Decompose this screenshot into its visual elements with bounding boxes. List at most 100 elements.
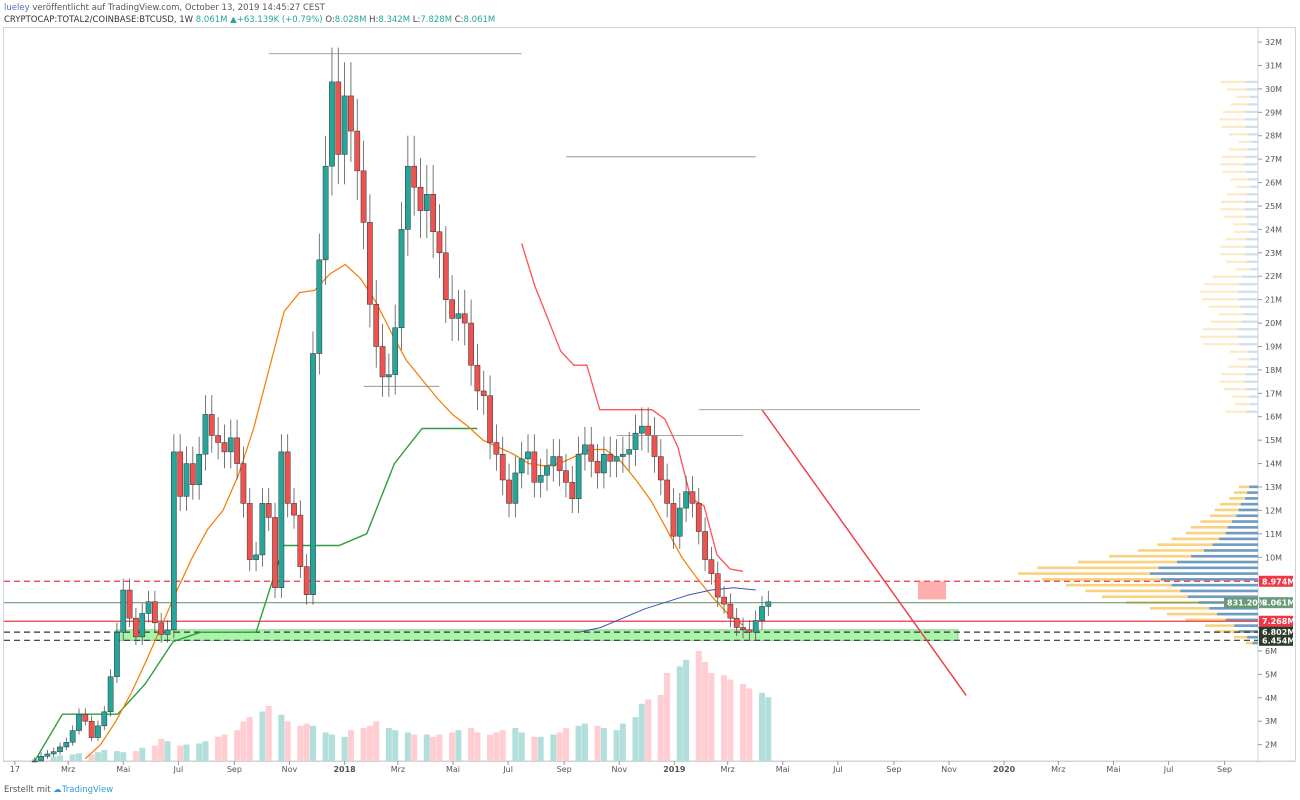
candle-body [518,458,525,474]
candle-body [411,165,418,188]
candle-body [133,617,139,638]
resistance-box [918,581,946,600]
price-label-box [1259,597,1293,609]
candle-body [455,313,462,319]
candle-body [645,425,652,436]
volume-profile-bar [1230,103,1258,106]
candle-body [265,503,272,518]
volume-bar [487,734,494,761]
volume-bar [183,744,190,761]
candle-body [303,566,310,595]
volume-profile-bar [1246,388,1258,391]
volume-profile-bar [1214,630,1258,633]
candle-body [594,460,601,474]
candle-body [683,491,689,509]
volume-profile-bar [1042,578,1258,581]
volume-profile-bar [1228,148,1258,151]
volume-profile-bar [1212,543,1258,546]
candle-body [708,559,715,574]
price-tick-label: 16M [1265,413,1282,422]
volume-bar [94,752,101,761]
volume-bar [740,684,747,761]
candle-body [316,259,323,354]
volume-profile-bar [1247,133,1258,136]
candle-body [556,456,563,471]
author-link[interactable]: lueley [4,3,30,13]
volume-profile-bar [1200,520,1258,523]
candle-body [101,711,108,727]
volume-profile-bar [1223,110,1258,114]
price-tick-label: 14M [1265,460,1282,469]
last-value: 8.061M [195,15,228,25]
time-tick-label: Sep [227,765,242,774]
volume-profile-bar [1248,395,1258,398]
volume-bar [550,734,557,761]
volume-bar [455,730,462,761]
volume-profile-bar [1228,133,1258,136]
volume-profile-bar [1210,320,1258,323]
volume-profile-bar [1244,253,1258,256]
green-trailing-line [34,427,478,762]
volume-profile-bar [1225,531,1258,535]
price-tick-label: 29M [1265,108,1282,117]
volume-profile-bar [1237,335,1258,338]
volume-profile-bar [1238,140,1258,143]
volume-bar [759,692,766,761]
candle-body [329,81,335,167]
candle-body [695,503,702,532]
candle-body [613,456,620,462]
time-tick-label: Jul [502,765,513,774]
candle-body [310,353,316,595]
volume-profile-bar [1240,502,1258,506]
volume-profile-bar [1235,403,1258,406]
footer-brand[interactable]: TradingView [61,785,114,795]
price-tick-label: 10M [1265,553,1282,562]
candle-body [740,627,746,631]
time-tick-label: Nov [282,765,298,774]
volume-profile-bar [1244,313,1258,316]
volume-profile-bar [1187,595,1258,599]
volume-bar [575,725,582,761]
volume-profile-bar [1244,380,1258,383]
candle-body [171,451,177,631]
volume-profile-bar [1227,526,1258,529]
volume-bar [385,728,392,761]
candle-body [607,453,614,462]
candle-body [88,720,95,738]
time-tick-label: 2020 [993,765,1016,774]
candle-body [423,194,430,211]
support-zone [115,629,959,641]
volume-bar [151,745,158,761]
volume-profile-bar [1230,178,1258,181]
volume-profile-bar [1037,566,1258,570]
volume-profile-bar [1221,155,1258,158]
candle-body [253,554,259,560]
candle-body [461,313,468,324]
candle-body [632,432,639,450]
volume-profile-bar [1248,178,1258,181]
volume-bar [619,723,626,761]
price-label-text: 6.802M [1262,628,1295,637]
time-tick-label: Nov [941,765,957,774]
volume-bar [322,732,329,761]
price-tick-label: 3M [1265,717,1277,726]
price-label-box [1259,575,1293,587]
time-tick-label: Jul [832,765,843,774]
price-tick-label: 20M [1265,319,1282,328]
candle-body [221,442,228,453]
candle-body [721,596,727,605]
volume-profile-bar [1224,215,1258,218]
time-tick-label: Sep [886,765,901,774]
volume-bar [468,728,475,761]
volume-profile-bar [1244,163,1258,166]
volume-profile-bar [1233,223,1258,226]
candle-body [746,629,753,633]
candle-body [158,622,165,635]
time-tick-label: 2018 [333,765,356,774]
candle-body [120,589,127,633]
volume-bar [158,739,165,761]
candle-body [240,463,247,504]
volume-profile-bar [1219,502,1258,506]
candle-body [63,742,70,748]
